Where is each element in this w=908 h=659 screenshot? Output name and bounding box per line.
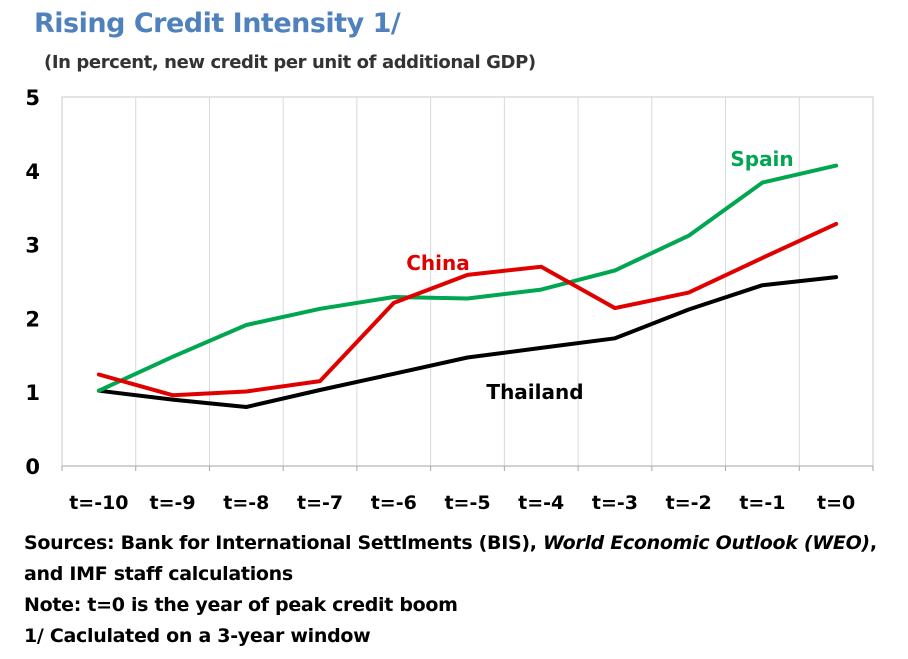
- x-tick-label: t=-8: [223, 492, 269, 514]
- sources-text: Sources: Bank for International Settlmen…: [24, 532, 543, 554]
- y-tick-label: 1: [25, 381, 40, 405]
- x-tick-label: t=-7: [297, 492, 343, 514]
- x-tick-label: t=0: [817, 492, 855, 514]
- line-chart: 0 1 2 3 4 5 t=-10 t=-9 t=-8 t=-7 t=-6 t=-5 t=-4 t=-3…: [25, 86, 874, 514]
- chart-notes: Sources: Bank for International Settlmen…: [24, 528, 877, 652]
- series-line-china: [96, 221, 839, 398]
- series-line-spain: [96, 163, 839, 393]
- y-tick-label: 5: [25, 86, 40, 110]
- y-tick-label: 4: [25, 160, 40, 184]
- x-tick-label: t=-5: [444, 492, 490, 514]
- x-tick-label: t=-2: [666, 492, 712, 514]
- footnote-line: 1/ Caclulated on a 3-year window: [24, 625, 371, 647]
- series-label-spain: Spain: [730, 147, 793, 171]
- x-tick-label: t=-1: [739, 492, 785, 514]
- sources-italic-text: World Economic Outlook (WEO): [543, 532, 870, 554]
- sources-line: Sources: Bank for International Settlmen…: [24, 528, 877, 559]
- x-tick-label: t=-4: [518, 492, 564, 514]
- y-tick-label: 3: [25, 234, 40, 258]
- chart-title: Rising Credit Intensity 1/: [34, 8, 401, 39]
- series-label-thailand: Thailand: [486, 380, 583, 404]
- series-line-thailand: [96, 275, 839, 409]
- y-tick-label: 0: [25, 455, 40, 479]
- x-tick-label: t=-6: [371, 492, 417, 514]
- sources-suffix: ,: [869, 532, 877, 554]
- note-line: Note: t=0 is the year of peak credit boo…: [24, 594, 458, 616]
- chart-subtitle: (In percent, new credit per unit of addi…: [44, 52, 536, 73]
- series-label-china: China: [406, 251, 470, 275]
- y-tick-label: 2: [25, 307, 40, 331]
- x-tick-label: t=-9: [150, 492, 196, 514]
- sources-line-2: and IMF staff calculations: [24, 563, 293, 585]
- x-tick-label: t=-3: [592, 492, 638, 514]
- x-tick-label: t=-10: [69, 492, 128, 514]
